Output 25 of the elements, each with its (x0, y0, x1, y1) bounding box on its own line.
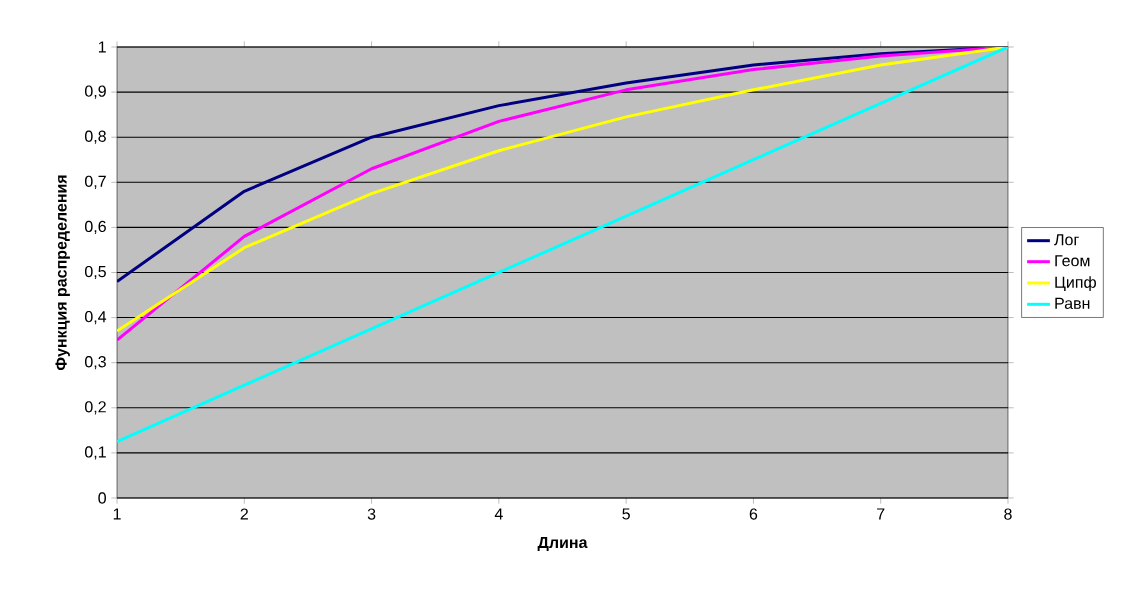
y-tick-label: 0,6 (84, 220, 106, 234)
x-tick-label: 7 (877, 508, 885, 520)
y-tick-label: 1 (98, 41, 106, 53)
x-axis-title: Длина (537, 536, 588, 552)
y-tick-label: 0 (98, 492, 106, 504)
y-tick-label: 0,1 (84, 446, 106, 460)
y-tick-label: 0,2 (84, 401, 106, 415)
y-tick-label: 0,5 (84, 265, 106, 280)
legend-label: Лог (1054, 234, 1079, 246)
legend-label: Равн (1055, 297, 1090, 309)
y-tick-label: 0,7 (84, 175, 106, 189)
x-tick-label: 4 (494, 508, 503, 520)
y-tick-label: 0,4 (84, 310, 107, 325)
x-tick-label: 1 (113, 508, 121, 520)
legend-label: Геом (1055, 255, 1090, 267)
x-tick-label: 6 (749, 508, 758, 520)
x-tick-label: 5 (622, 508, 630, 520)
x-tick-label: 2 (240, 508, 248, 520)
legend-label: Ципф (1055, 276, 1096, 292)
y-tick-label: 0,3 (84, 356, 106, 370)
y-axis-title: Функция распределения (55, 175, 70, 371)
x-tick-label: 3 (367, 508, 376, 520)
y-tick-label: 0,9 (84, 85, 106, 99)
x-tick-label: 8 (1004, 508, 1012, 520)
y-tick-label: 0,8 (84, 130, 106, 144)
